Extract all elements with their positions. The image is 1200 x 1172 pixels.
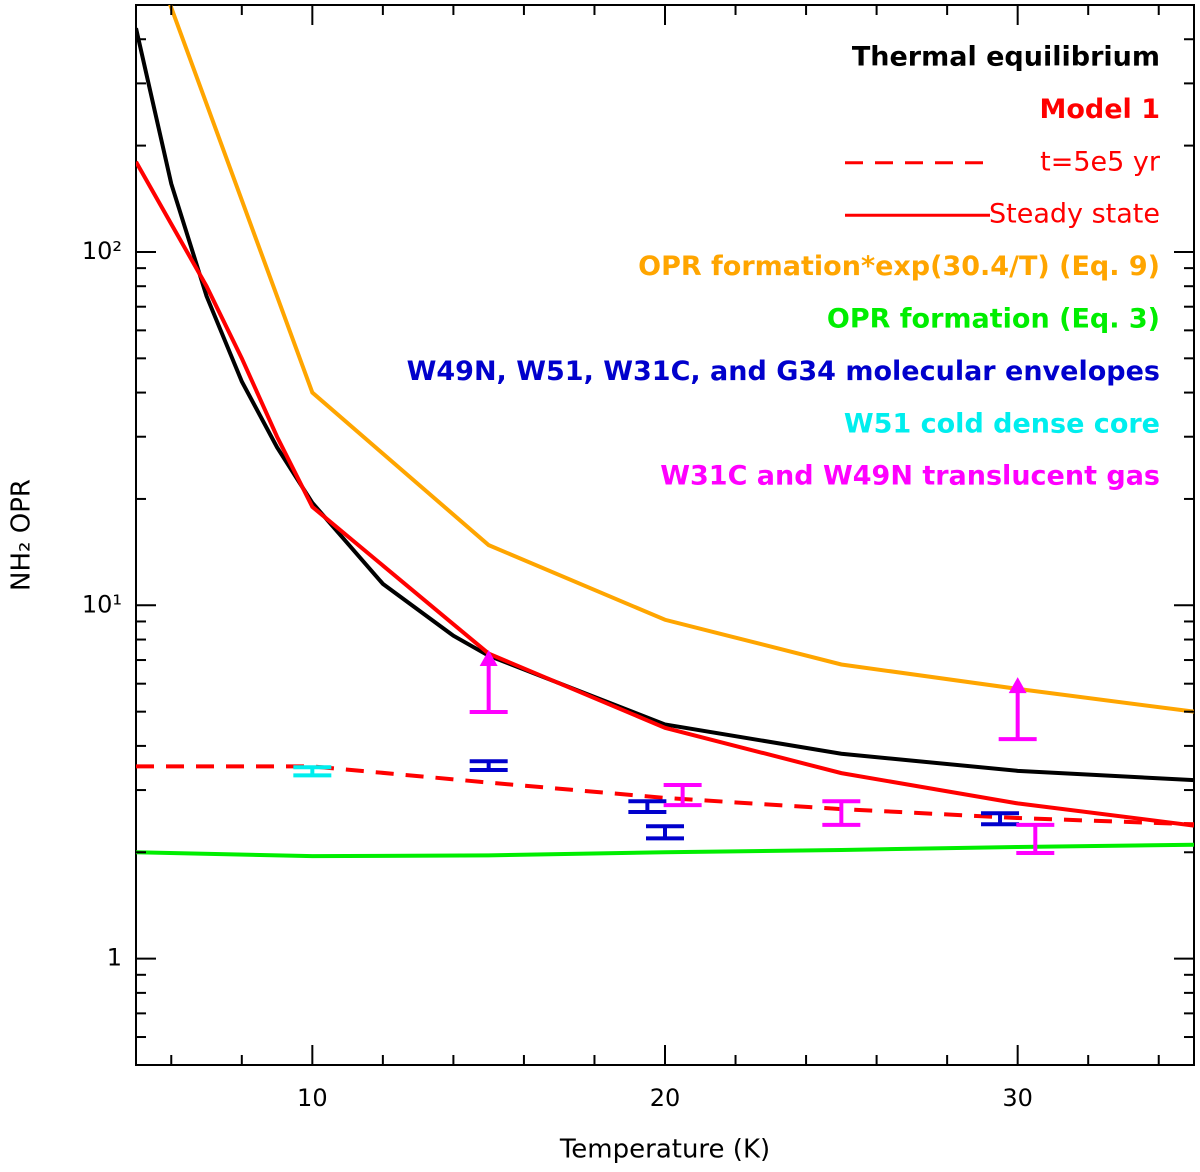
legend-label: W51 cold dense core: [844, 408, 1160, 439]
legend-label: OPR formation (Eq. 3): [827, 304, 1160, 335]
error-bar: [1016, 822, 1055, 856]
legend-label: Steady state: [989, 199, 1160, 230]
error-bar: [293, 765, 332, 778]
x-tick-label: 20: [650, 1084, 681, 1112]
error-bar: [646, 824, 684, 841]
legend-label: Thermal equilibrium: [852, 42, 1160, 73]
limit-arrow: [1008, 677, 1027, 694]
y-tick-label: 1: [107, 944, 122, 972]
limit-arrow: [479, 649, 498, 666]
line-series: [136, 27, 1194, 783]
plot-frame: [135, 4, 1195, 1066]
error-bar: [981, 811, 1020, 827]
x-tick-label: 30: [1002, 1084, 1033, 1112]
y-axis-label: NH₂ OPR: [7, 479, 37, 591]
y-tick-label: 10¹: [82, 590, 122, 618]
legend-label: OPR formation*exp(30.4/T) (Eq. 9): [638, 251, 1160, 282]
y-tick-label: 10²: [82, 237, 122, 265]
error-bar: [628, 799, 667, 815]
lower-limit: [998, 677, 1037, 742]
legend-label: W49N, W51, W31C, and G34 molecular envel…: [407, 356, 1160, 387]
x-axis-label: Temperature (K): [559, 1135, 770, 1165]
legend-label: t=5e5 yr: [1040, 146, 1161, 177]
error-bar: [663, 783, 702, 808]
line-series: [136, 842, 1194, 859]
error-bar: [469, 759, 508, 772]
x-tick-label: 10: [297, 1084, 328, 1112]
line-series: [136, 764, 1194, 827]
legend-label: W31C and W49N translucent gas: [660, 461, 1160, 492]
lower-limit: [469, 649, 508, 714]
error-bar: [822, 799, 861, 827]
legend-label: Model 1: [1040, 94, 1161, 125]
line-series: [136, 160, 1194, 828]
